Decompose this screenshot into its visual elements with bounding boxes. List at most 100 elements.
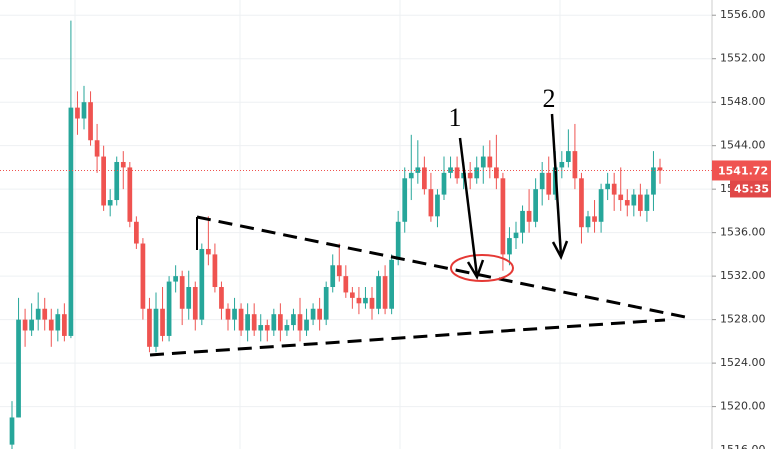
candle-body bbox=[474, 167, 480, 179]
candle-body bbox=[363, 297, 368, 304]
candle-body bbox=[245, 314, 250, 331]
countdown: 45:35 bbox=[734, 182, 769, 195]
candle-body bbox=[147, 308, 152, 347]
candle-body bbox=[55, 314, 61, 331]
highlight-ellipse bbox=[450, 254, 514, 282]
candle-body bbox=[382, 276, 388, 309]
candle-body bbox=[120, 161, 126, 168]
candle-body bbox=[206, 248, 211, 255]
candle-body bbox=[520, 210, 525, 233]
arrow bbox=[458, 137, 479, 277]
candle-body bbox=[592, 216, 597, 222]
candle-body bbox=[107, 200, 113, 206]
arrow-head bbox=[466, 259, 485, 280]
candle-body bbox=[101, 156, 106, 206]
candle-body bbox=[480, 156, 486, 168]
candle-body bbox=[62, 314, 67, 336]
candle-body bbox=[422, 167, 427, 190]
candle-body bbox=[526, 210, 532, 222]
candle-body bbox=[134, 221, 139, 244]
candle-body bbox=[585, 216, 591, 228]
y-tick-label: 1536.00 bbox=[720, 226, 766, 239]
candle-body bbox=[572, 151, 578, 179]
candle-body bbox=[598, 189, 604, 222]
arrow-head bbox=[551, 240, 569, 261]
y-tick-label: 1520.00 bbox=[720, 400, 766, 413]
candle-body bbox=[114, 161, 120, 201]
candle-body bbox=[264, 325, 270, 331]
candle-body bbox=[317, 308, 322, 320]
y-tick-label: 1516.00 bbox=[720, 443, 766, 449]
trendline bbox=[149, 318, 666, 357]
candle-body bbox=[232, 308, 237, 320]
candle-body bbox=[42, 308, 48, 320]
candle-body bbox=[559, 161, 565, 168]
candle-body bbox=[140, 243, 146, 309]
candle-body bbox=[22, 319, 28, 331]
price-label: 1541.72 bbox=[718, 164, 768, 177]
candle-body bbox=[186, 287, 192, 309]
y-tick-label: 1524.00 bbox=[720, 356, 766, 369]
candle-body bbox=[435, 194, 440, 217]
candle-body bbox=[323, 287, 329, 320]
candle-body bbox=[94, 140, 100, 157]
candle-body bbox=[75, 107, 80, 119]
candle-body bbox=[35, 308, 41, 320]
arrow bbox=[550, 113, 563, 257]
candle-body bbox=[533, 189, 538, 222]
y-tick-label: 1552.00 bbox=[720, 52, 766, 65]
candle-body bbox=[546, 172, 552, 195]
candle-body bbox=[467, 172, 473, 179]
y-tick-label: 1544.00 bbox=[720, 139, 766, 152]
candle-body bbox=[487, 156, 493, 168]
candle-body bbox=[304, 319, 309, 331]
candle-body bbox=[330, 265, 336, 288]
candle-body bbox=[271, 314, 277, 331]
candle-body bbox=[192, 287, 198, 320]
candle-body bbox=[199, 248, 205, 320]
candle-body bbox=[29, 319, 34, 331]
y-tick-label: 1528.00 bbox=[720, 313, 766, 326]
y-tick-label: 1548.00 bbox=[720, 95, 766, 108]
candle-body bbox=[539, 172, 545, 190]
candle-body bbox=[127, 167, 133, 222]
candle-body bbox=[566, 151, 571, 162]
annotation: 1 bbox=[449, 103, 462, 132]
candle-body bbox=[179, 276, 185, 309]
drawings bbox=[149, 215, 691, 357]
candle-body bbox=[68, 107, 74, 336]
candle-body bbox=[579, 178, 584, 228]
candle-body bbox=[651, 167, 656, 195]
candle-body bbox=[291, 314, 296, 326]
candle-body bbox=[297, 314, 303, 331]
candle-body bbox=[251, 314, 257, 331]
candle-body bbox=[343, 276, 349, 293]
candle-body bbox=[500, 178, 506, 255]
candle-body bbox=[605, 183, 610, 190]
candle-body bbox=[81, 102, 87, 119]
candle-body bbox=[153, 308, 159, 347]
trendline bbox=[196, 215, 691, 320]
candle-body bbox=[369, 297, 375, 309]
candle-body bbox=[441, 172, 447, 195]
candle-body bbox=[611, 183, 617, 195]
y-tick-label: 1556.00 bbox=[720, 8, 766, 21]
candle-body bbox=[402, 178, 408, 222]
candle-body bbox=[408, 172, 414, 179]
candle-body bbox=[657, 167, 663, 171]
annotation: 2 bbox=[543, 84, 556, 113]
arrows bbox=[458, 113, 569, 280]
candle-body bbox=[428, 189, 434, 217]
candle-body bbox=[225, 308, 231, 320]
candle-body bbox=[160, 308, 165, 336]
candle-body bbox=[88, 102, 93, 141]
grid bbox=[0, 0, 712, 449]
candle-body bbox=[173, 276, 178, 282]
candle-body bbox=[310, 308, 316, 320]
candle-body bbox=[507, 238, 512, 255]
candle-body bbox=[16, 319, 21, 418]
candle-body bbox=[389, 259, 394, 309]
candle-body bbox=[336, 265, 342, 277]
countdown-box bbox=[730, 180, 771, 198]
candle-body bbox=[395, 221, 401, 260]
